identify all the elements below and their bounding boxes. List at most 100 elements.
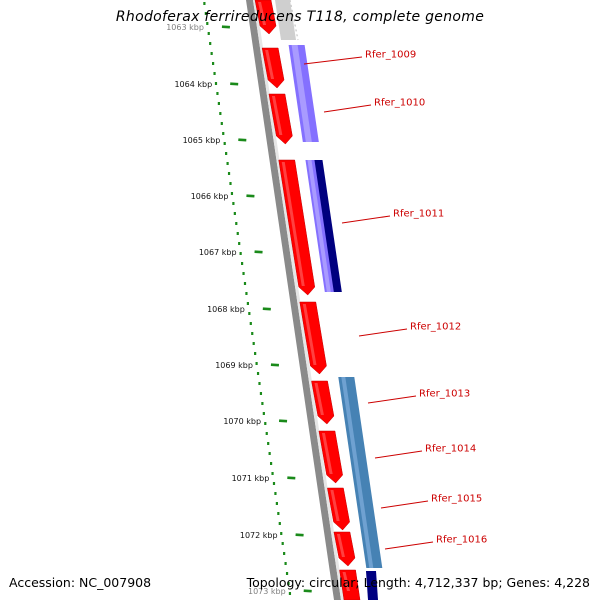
ruler-minor-tick: [258, 382, 261, 385]
genome-summary: Topology: circular; Length: 4,712,337 bp…: [246, 575, 590, 590]
ruler-minor-tick: [272, 482, 276, 485]
ruler-major-tick: [278, 419, 288, 423]
ruler-minor-tick: [255, 362, 258, 365]
ruler-minor-tick: [213, 72, 216, 75]
ruler-minor-tick: [283, 552, 286, 555]
ruler-minor-tick: [217, 102, 220, 105]
ruler-minor-tick: [230, 192, 234, 195]
ruler-minor-tick: [278, 522, 281, 525]
ruler-label: 1071 kbp: [232, 474, 270, 483]
gene-label[interactable]: Rfer_1014: [425, 444, 476, 455]
gene-label[interactable]: Rfer_1009: [365, 50, 416, 61]
ruler-minor-tick: [214, 82, 218, 85]
ruler-major-tick: [230, 82, 239, 86]
ruler-minor-tick: [284, 562, 287, 565]
ruler-minor-tick: [251, 332, 254, 335]
ruler-minor-tick: [227, 172, 231, 175]
ruler-minor-tick: [265, 432, 268, 435]
cds-shine: [321, 433, 333, 474]
gene-label[interactable]: Rfer_1016: [436, 535, 487, 546]
ruler-label: 1069 kbp: [215, 361, 253, 370]
ruler-minor-tick: [203, 2, 206, 5]
ruler-minor-tick: [256, 372, 260, 375]
ruler-minor-tick: [216, 92, 219, 95]
ruler-minor-tick: [275, 502, 278, 505]
ruler-major-tick: [254, 250, 263, 254]
cds-shine: [265, 50, 275, 79]
ruler-major-tick: [295, 533, 304, 537]
gc-positive-shine: [307, 160, 331, 292]
ruler-major-tick: [221, 25, 231, 29]
ruler-label: 1073 kbp: [248, 587, 286, 596]
ruler-minor-tick: [280, 532, 283, 535]
ruler-minor-tick: [262, 412, 265, 415]
gene-labels: Rfer_1009 Rfer_1010 Rfer_1011 Rfer_1012 Rfer…: [303, 50, 487, 550]
ruler-minor-tick: [220, 122, 223, 125]
ruler-minor-tick: [285, 572, 289, 575]
ruler-minor-tick: [264, 422, 267, 425]
ruler-minor-tick: [236, 232, 239, 235]
cds-shine: [336, 534, 345, 557]
feature-tracks: [246, 0, 383, 600]
ruler-minor-tick: [225, 152, 228, 155]
cds-shine: [271, 96, 283, 135]
ruler-minor-tick: [267, 442, 270, 445]
ruler-label: 1070 kbp: [223, 417, 261, 426]
ruler-minor-tick: [249, 322, 252, 325]
gene-leader-line: [384, 541, 434, 550]
ruler-major-tick: [238, 138, 247, 142]
ruler-minor-tick: [226, 162, 229, 165]
cds-shine: [342, 572, 350, 591]
ruler-major-tick: [287, 476, 296, 480]
gene-leader-line: [374, 450, 423, 459]
ruler-minor-tick: [271, 472, 274, 475]
gene-label[interactable]: Rfer_1010: [374, 98, 425, 109]
gene-label[interactable]: Rfer_1012: [410, 322, 461, 333]
cds-shine: [258, 2, 267, 25]
ruler-minor-tick: [254, 352, 257, 355]
ruler-minor-tick: [222, 132, 225, 135]
ruler-major-tick: [262, 307, 271, 311]
ruler-minor-tick: [209, 42, 212, 45]
ring-guide: [289, 0, 299, 41]
ruler-minor-tick: [223, 142, 226, 145]
ruler-label: 1067 kbp: [199, 248, 237, 257]
gene-label[interactable]: Rfer_1015: [431, 494, 482, 505]
ruler-label: 1065 kbp: [183, 136, 221, 145]
ruler-label: 1064 kbp: [174, 80, 212, 89]
ruler-minor-tick: [246, 302, 249, 305]
ruler-minor-tick: [269, 462, 273, 465]
ruler-minor-tick: [232, 202, 235, 205]
ruler-minor-tick: [204, 12, 207, 15]
map-title: Rhodoferax ferrireducens T118, complete …: [115, 9, 485, 25]
ruler-minor-tick: [210, 52, 213, 55]
kbp-ruler: 1063 kbp 1064 kbp 1065 kbp 1066 kbp 1067 kbp…: [166, 2, 312, 596]
ruler-label: 1068 kbp: [207, 305, 245, 314]
cds-shine: [302, 304, 317, 365]
ruler-major-tick: [246, 194, 255, 198]
gene-leader-line: [303, 56, 363, 65]
blue-shine: [341, 377, 374, 568]
ruler-major-tick: [303, 589, 312, 593]
backbone-track: [246, 0, 341, 600]
gene-leader-line: [367, 395, 417, 404]
ruler-minor-tick: [206, 22, 209, 25]
ruler-label: 1066 kbp: [191, 192, 229, 201]
ruler-minor-tick: [261, 402, 264, 405]
gene-leader-line: [323, 104, 372, 113]
ruler-label: 1063 kbp: [166, 23, 204, 32]
ruler-major-tick: [270, 363, 280, 367]
gene-label[interactable]: Rfer_1013: [419, 389, 470, 400]
cds-shine: [281, 162, 305, 286]
gene-label[interactable]: Rfer_1011: [393, 209, 444, 220]
ruler-minor-tick: [239, 252, 242, 255]
ruler-minor-tick: [281, 542, 284, 545]
ruler-minor-tick: [238, 242, 241, 245]
ruler-minor-tick: [277, 512, 280, 515]
ruler-minor-tick: [229, 182, 232, 185]
ruler-minor-tick: [233, 212, 236, 215]
gc-positive-shine: [291, 45, 312, 142]
ruler-label: 1072 kbp: [240, 531, 278, 540]
gene-leader-line: [341, 215, 391, 224]
